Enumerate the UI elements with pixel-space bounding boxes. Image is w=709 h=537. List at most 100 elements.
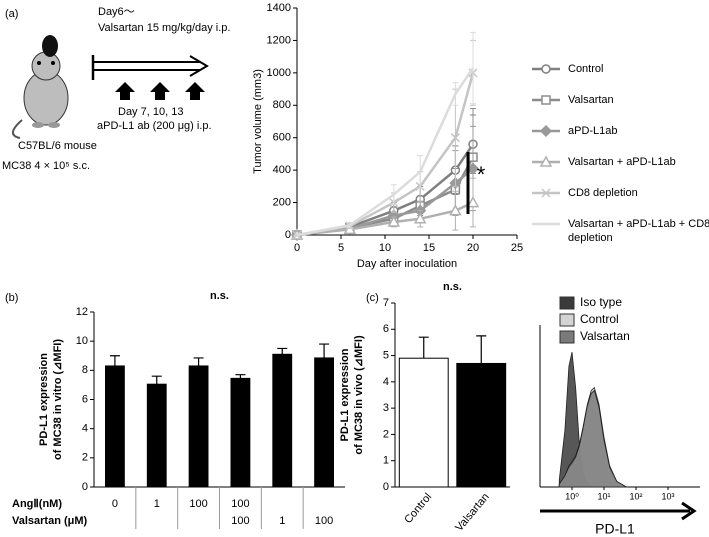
y-tick-label: 200 — [273, 196, 291, 208]
schematic-text: Valsartan 15 mg/kg/day i.p. — [98, 22, 230, 34]
y-tick-label: 6 — [82, 393, 88, 405]
table-cell: 100 — [231, 498, 249, 510]
schematic-text: aPD-L1 ab (200 μg) i.p. — [97, 120, 212, 132]
schematic-text: Day6〜 — [98, 6, 135, 18]
marker — [466, 196, 480, 208]
bar — [230, 377, 251, 488]
y-tick-label: 1000 — [267, 67, 291, 79]
marker — [541, 188, 551, 198]
series-line — [296, 72, 475, 237]
x-axis-label: PD-L1 — [595, 521, 635, 537]
error-bar — [235, 374, 246, 379]
error-bar — [151, 375, 162, 385]
error-bar — [418, 336, 429, 359]
x-tick-label: 15 — [423, 242, 435, 254]
y-tick-label: 4 — [82, 423, 88, 435]
marker — [541, 64, 551, 74]
y-tick-label: 0 — [383, 481, 389, 493]
table-cell: 0 — [112, 498, 118, 510]
table-cell: 100 — [315, 515, 333, 527]
bar — [398, 357, 449, 488]
legend-label: Control — [568, 63, 603, 75]
bar — [105, 365, 125, 488]
y-tick-label: 0 — [285, 229, 291, 241]
y-tick-label: 6 — [383, 323, 389, 335]
y-tick-label: 4 — [383, 376, 389, 388]
y-tick-label: 400 — [273, 164, 291, 176]
legend-label: Control — [580, 312, 619, 326]
legend-swatch — [559, 330, 575, 344]
chart-title: n.s. — [210, 290, 229, 302]
bar — [456, 362, 507, 488]
x-tick-label: 5 — [338, 242, 344, 254]
series-line — [296, 67, 475, 237]
x-tick-label: 10³ — [661, 491, 674, 501]
x-tick-label: 25 — [511, 242, 523, 254]
error-bar — [470, 31, 476, 105]
x-axis-label: Day after inoculation — [357, 258, 457, 270]
y-tick-label: 5 — [383, 349, 389, 361]
legend-label: CD8 depletion — [568, 187, 638, 199]
panel-label: (b) — [5, 292, 18, 304]
y-tick-label: 2 — [383, 428, 389, 440]
y-tick-label: 8 — [82, 364, 88, 376]
annotation: * — [477, 162, 486, 187]
legend-label: Valsartan + aPD-L1ab + CD8 depletion — [568, 218, 709, 244]
y-tick-label: 12 — [76, 306, 88, 318]
marker — [466, 162, 480, 175]
y-tick-label: 2 — [82, 452, 88, 464]
series-line — [296, 201, 474, 237]
error-bar — [109, 355, 120, 366]
panel-label: (c) — [366, 292, 379, 304]
y-tick-label: 1200 — [267, 34, 291, 46]
bar — [272, 353, 293, 488]
x-tick-label: 10 — [379, 242, 391, 254]
legend-label: Valsartan — [568, 94, 614, 106]
marker — [539, 124, 553, 138]
table-row-label: AngⅡ(nM) — [12, 498, 62, 510]
x-tick-label: 0 — [294, 242, 300, 254]
marker — [450, 133, 460, 143]
error-bar — [193, 357, 204, 366]
y-tick-label: 0 — [82, 481, 88, 493]
y-axis-label: PD-L1 expression — [339, 348, 351, 441]
legend-label: Valsartan + aPD-L1ab — [568, 156, 676, 168]
table-cell: 1 — [154, 498, 160, 510]
chart-title: n.s. — [443, 281, 462, 293]
legend-swatch — [559, 313, 575, 327]
schematic-text: Day 7, 10, 13 — [118, 106, 183, 118]
bar — [314, 357, 334, 488]
schematic-text: MC38 4 × 10⁵ s.c. — [2, 160, 90, 172]
bar — [188, 365, 209, 488]
bar — [146, 383, 167, 488]
marker — [541, 95, 551, 105]
schematic-text: C57BL/6 mouse — [18, 140, 97, 152]
legend-label: aPD-L1ab — [568, 125, 618, 137]
histogram-area — [558, 389, 628, 488]
table-cell: 100 — [189, 498, 207, 510]
x-tick-label: Control — [402, 491, 434, 526]
legend-swatch — [559, 296, 575, 310]
y-tick-label: 10 — [76, 335, 88, 347]
x-tick-label: 10⁰ — [565, 491, 579, 501]
timeline-arrows — [91, 55, 209, 100]
error-bar — [319, 343, 330, 358]
table-cell: 1 — [279, 515, 285, 527]
y-axis-label: of MC38 in vivo (⊿MFI) — [353, 335, 365, 455]
y-tick-label: 3 — [383, 402, 389, 414]
legend-label: Iso type — [580, 295, 622, 309]
marker — [413, 212, 427, 224]
y-tick-label: 7 — [383, 297, 389, 309]
y-axis-label: Tumor volume (mm3) — [252, 69, 264, 174]
legend-label: Valsartan — [580, 329, 630, 343]
table-row-label: Valsartan (μM) — [12, 515, 88, 527]
table-cell: 100 — [231, 515, 249, 527]
y-axis-label: PD-L1 expression — [38, 353, 50, 446]
y-tick-label: 800 — [273, 99, 291, 111]
error-bar — [277, 347, 288, 355]
x-tick-label: 10¹ — [597, 491, 610, 501]
pd-l1-arrow — [540, 501, 697, 521]
marker — [449, 204, 462, 216]
